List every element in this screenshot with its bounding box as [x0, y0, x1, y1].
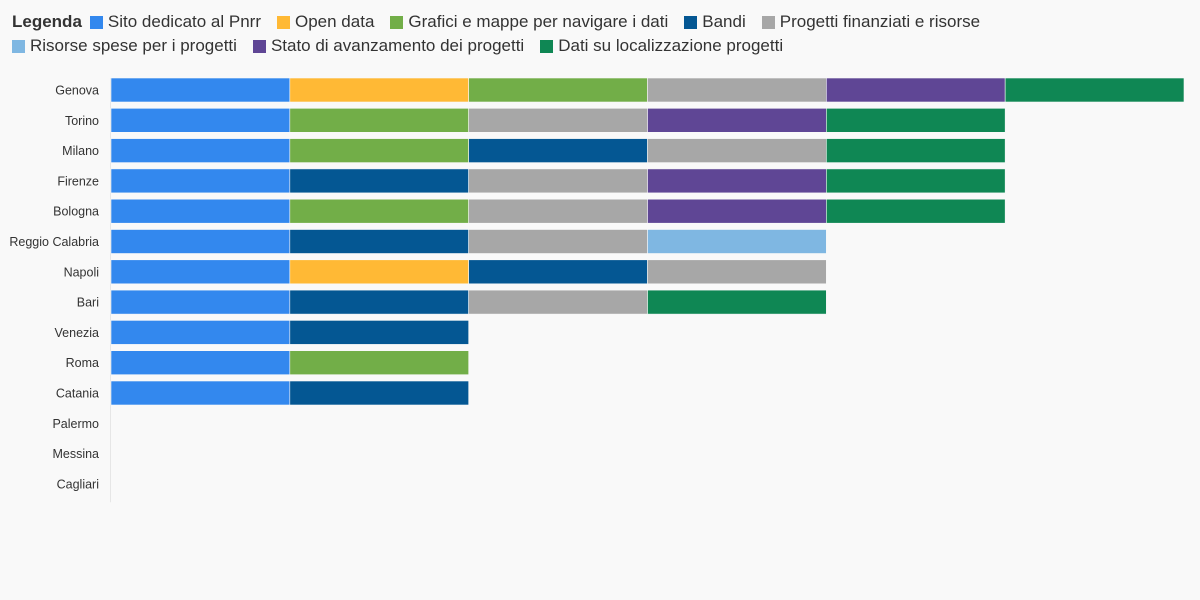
bar-segment[interactable] — [647, 168, 827, 194]
bar-segment[interactable] — [468, 289, 648, 315]
bar-segment[interactable] — [289, 77, 469, 103]
y-tick-label: Bari — [77, 296, 99, 310]
bar-segment[interactable] — [468, 168, 648, 194]
bar-segment[interactable] — [647, 138, 827, 163]
bar-segment[interactable] — [110, 77, 291, 103]
legend-item[interactable]: Progetti finanziati e risorse — [761, 12, 981, 32]
legend-swatch — [89, 15, 103, 29]
y-tick-label: Firenze — [57, 174, 99, 188]
bar-segment[interactable] — [289, 320, 469, 345]
legend-item[interactable]: Bandi — [684, 12, 746, 32]
y-tick-label: Catania — [56, 387, 99, 401]
legend-label: Open data — [295, 12, 375, 31]
bar-segment[interactable] — [826, 168, 1006, 194]
legend-label: Progetti finanziati e risorse — [779, 12, 981, 31]
bar-segment[interactable] — [110, 198, 291, 224]
bar-segment[interactable] — [110, 108, 291, 133]
y-tick-label: Roma — [66, 356, 99, 370]
bar-segment[interactable] — [468, 77, 648, 103]
legend-item[interactable]: Open data — [277, 12, 374, 32]
legend-label: Risorse spese per i progetti — [30, 36, 237, 55]
bar-segment[interactable] — [110, 259, 291, 285]
y-tick-label: Cagliari — [57, 477, 99, 491]
bar-segment[interactable] — [647, 77, 827, 103]
y-tick-label: Genova — [55, 84, 99, 98]
bar-segment[interactable] — [289, 168, 469, 194]
legend-label: Bandi — [702, 12, 746, 31]
y-tick-label: Messina — [52, 447, 99, 461]
y-tick-label: Napoli — [64, 265, 99, 279]
legend-item[interactable]: Dati su localizzazione progetti — [540, 36, 783, 56]
bar-segment[interactable] — [110, 320, 291, 345]
legend-swatch — [252, 39, 266, 53]
legend-swatch — [277, 15, 290, 29]
bar-segment[interactable] — [647, 198, 827, 224]
bar-segment[interactable] — [110, 168, 291, 194]
bar-segment[interactable] — [826, 138, 1006, 163]
y-tick-label: Torino — [65, 114, 99, 128]
bar-segment[interactable] — [289, 289, 469, 315]
y-tick-label: Bologna — [53, 205, 99, 219]
bar-segment[interactable] — [468, 198, 648, 224]
bar-segment[interactable] — [289, 350, 469, 376]
y-tick-label: Reggio Calabria — [9, 235, 99, 249]
bar-segment[interactable] — [110, 229, 291, 254]
bar-segment[interactable] — [647, 108, 827, 133]
bar-segment[interactable] — [289, 108, 469, 133]
bar-segment[interactable] — [647, 289, 827, 315]
legend-item[interactable]: Stato di avanzamento dei progetti — [252, 36, 525, 56]
bar-segment[interactable] — [468, 259, 648, 285]
legend-swatch — [761, 15, 775, 29]
bar-segment[interactable] — [647, 259, 827, 285]
bar-segment[interactable] — [468, 229, 648, 254]
legend-swatch — [12, 39, 25, 53]
y-tick-label: Palermo — [52, 417, 99, 431]
bar-segment[interactable] — [289, 259, 469, 285]
bar-segment[interactable] — [289, 229, 469, 254]
legend-label: Stato di avanzamento dei progetti — [270, 36, 525, 55]
bar-segment[interactable] — [647, 229, 827, 254]
legend-title: Legenda — [12, 12, 82, 31]
bar-segment[interactable] — [289, 138, 469, 163]
bar-segment[interactable] — [826, 198, 1006, 224]
bar-segment[interactable] — [826, 77, 1006, 103]
legend-label: Grafici e mappe per navigare i dati — [408, 12, 669, 31]
bar-segment[interactable] — [110, 289, 291, 315]
bar-segment[interactable] — [289, 198, 469, 224]
bar-segment[interactable] — [468, 108, 648, 133]
legend-label: Sito dedicato al Pnrr — [107, 12, 261, 31]
bar-segment[interactable] — [110, 380, 291, 406]
legend-item[interactable]: Grafici e mappe per navigare i dati — [390, 12, 668, 32]
bar-segment[interactable] — [826, 108, 1006, 133]
bar-segment[interactable] — [110, 350, 291, 376]
legend-swatch — [540, 39, 554, 53]
y-tick-label: Venezia — [55, 326, 100, 340]
bar-segment[interactable] — [110, 138, 291, 163]
bar-segment[interactable] — [1004, 77, 1185, 103]
legend-swatch — [390, 15, 404, 29]
bar-segment[interactable] — [289, 380, 469, 406]
bar-segment[interactable] — [468, 138, 648, 163]
legend-item[interactable]: Risorse spese per i progetti — [12, 36, 237, 56]
legend: Legenda Sito dedicato al Pnrr Open data Gr… — [12, 12, 1192, 56]
legend-item[interactable]: Sito dedicato al Pnrr — [89, 12, 261, 32]
y-tick-label: Milano — [62, 144, 99, 158]
legend-swatch — [684, 15, 698, 29]
legend-label: Dati su localizzazione progetti — [558, 36, 784, 55]
